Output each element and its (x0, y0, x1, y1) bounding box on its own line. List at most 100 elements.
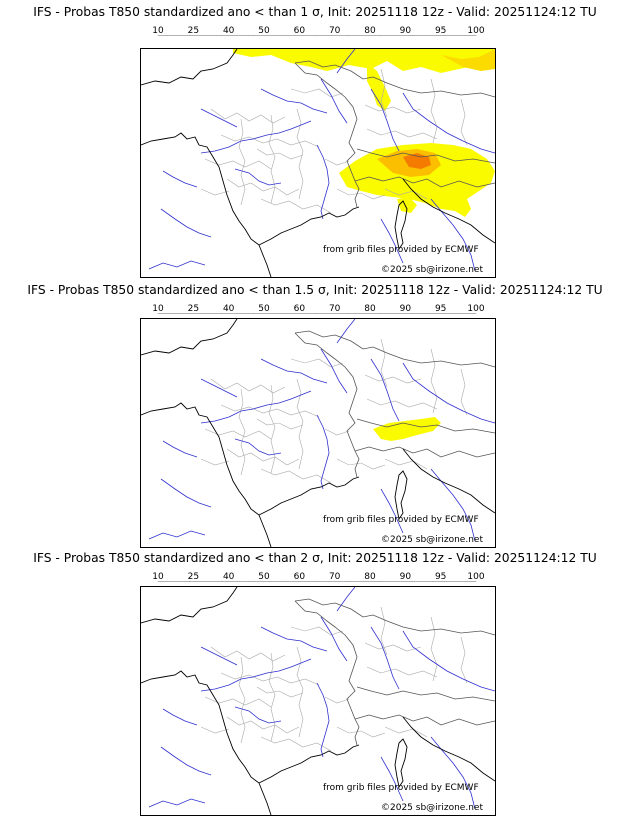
probability-map: from grib files provided by ECMWF ©2025 … (140, 48, 496, 278)
department-boundary (200, 726, 230, 734)
colorbar-tick-label: 10 (152, 26, 164, 36)
coastline (394, 738, 408, 789)
river-line (316, 144, 330, 220)
river-line (402, 630, 495, 692)
river-line (380, 218, 404, 264)
department-boundary (324, 158, 350, 166)
department-boundary (364, 104, 422, 114)
panel-title: IFS - Probas T850 standardized ano < tha… (33, 551, 597, 565)
river-line (260, 358, 328, 384)
department-boundary (460, 98, 468, 146)
river-line (316, 414, 330, 490)
copyright: ©2025 sb@irizone.net (381, 265, 483, 275)
department-boundary (200, 188, 230, 196)
coastline (141, 132, 360, 246)
river-line (430, 468, 476, 542)
river-line (320, 78, 348, 124)
river-line (336, 49, 356, 74)
coastline (402, 716, 495, 782)
colorbar-tick-label: 70 (329, 304, 341, 314)
river-line (370, 626, 400, 690)
department-boundary (460, 636, 468, 684)
colorbar-tick-label: 70 (329, 572, 341, 582)
coastline (402, 448, 495, 514)
colorbar-tick-label: 10 (152, 304, 164, 314)
department-boundary (220, 134, 320, 148)
country-border (294, 598, 495, 636)
river-line (234, 706, 282, 724)
river-line (200, 390, 312, 424)
country-border (294, 62, 360, 208)
department-boundary (210, 378, 286, 394)
department-boundary (324, 428, 350, 436)
map-canvas (141, 49, 495, 277)
map-canvas (141, 587, 495, 815)
department-boundary (268, 384, 276, 474)
colorbar-tick-label: 50 (258, 572, 270, 582)
department-boundary (336, 458, 386, 470)
panel-title: IFS - Probas T850 standardized ano < tha… (27, 283, 603, 297)
colorbar-tick-label: 70 (329, 26, 341, 36)
department-boundary (238, 388, 246, 476)
river-line (200, 108, 238, 128)
source-note: from grib files provided by ECMWF (323, 783, 479, 793)
department-boundary (430, 616, 438, 682)
country-border (356, 418, 495, 434)
department-boundary (226, 448, 300, 466)
river-line (320, 616, 348, 662)
department-boundary (296, 108, 304, 200)
river-line (160, 208, 212, 238)
probability-colorbar: 10 25 40 50 60 70 80 90 95 100 (152, 304, 485, 314)
colorbar-tick-label: 100 (467, 304, 484, 314)
panel-title: IFS - Probas T850 standardized ano < tha… (33, 5, 597, 19)
river-line (320, 348, 348, 394)
river-line (260, 88, 328, 114)
department-boundary (238, 118, 246, 206)
department-boundary (268, 114, 276, 204)
department-boundary (220, 404, 320, 418)
department-boundary (256, 418, 304, 430)
colorbar-tick-label: 60 (294, 304, 306, 314)
coastline (141, 49, 238, 86)
department-boundary (290, 358, 344, 368)
colorbar-tick-label: 60 (294, 26, 306, 36)
river-line (160, 478, 212, 508)
department-boundary (366, 128, 438, 140)
colorbar-tick-label: 80 (364, 304, 376, 314)
prob-area-north (233, 49, 495, 73)
department-boundary (384, 188, 428, 200)
coastline (258, 782, 272, 815)
department-boundary (260, 736, 332, 752)
river-line (148, 530, 206, 540)
prob-area-alps (373, 417, 441, 441)
map-layers (141, 319, 495, 547)
copyright: ©2025 sb@irizone.net (381, 803, 483, 813)
department-boundary (210, 646, 286, 662)
department-boundary (204, 158, 272, 170)
river-line (260, 626, 328, 652)
department-boundary (260, 468, 332, 484)
colorbar-tick-label: 50 (258, 304, 270, 314)
country-border (294, 60, 495, 98)
country-border (294, 332, 360, 478)
department-boundary (296, 646, 304, 738)
prob-area-north-lobe (367, 63, 391, 111)
river-line (370, 88, 400, 152)
river-line (148, 260, 206, 270)
river-line (234, 168, 282, 186)
coastline (141, 319, 238, 356)
colorbar-tick-label: 90 (400, 572, 412, 582)
department-boundary (384, 458, 428, 470)
source-note: from grib files provided by ECMWF (323, 515, 479, 525)
country-border (356, 686, 495, 702)
colorbar-tick-label: 100 (467, 26, 484, 36)
department-boundary (336, 188, 386, 200)
river-line (162, 170, 198, 188)
colorbar-tick-label: 40 (223, 304, 235, 314)
department-boundary (380, 338, 388, 388)
map-layers (141, 587, 495, 815)
country-border (356, 148, 495, 164)
country-border (354, 446, 495, 458)
copyright: ©2025 sb@irizone.net (381, 535, 483, 545)
prob-area-north-east (441, 49, 495, 71)
